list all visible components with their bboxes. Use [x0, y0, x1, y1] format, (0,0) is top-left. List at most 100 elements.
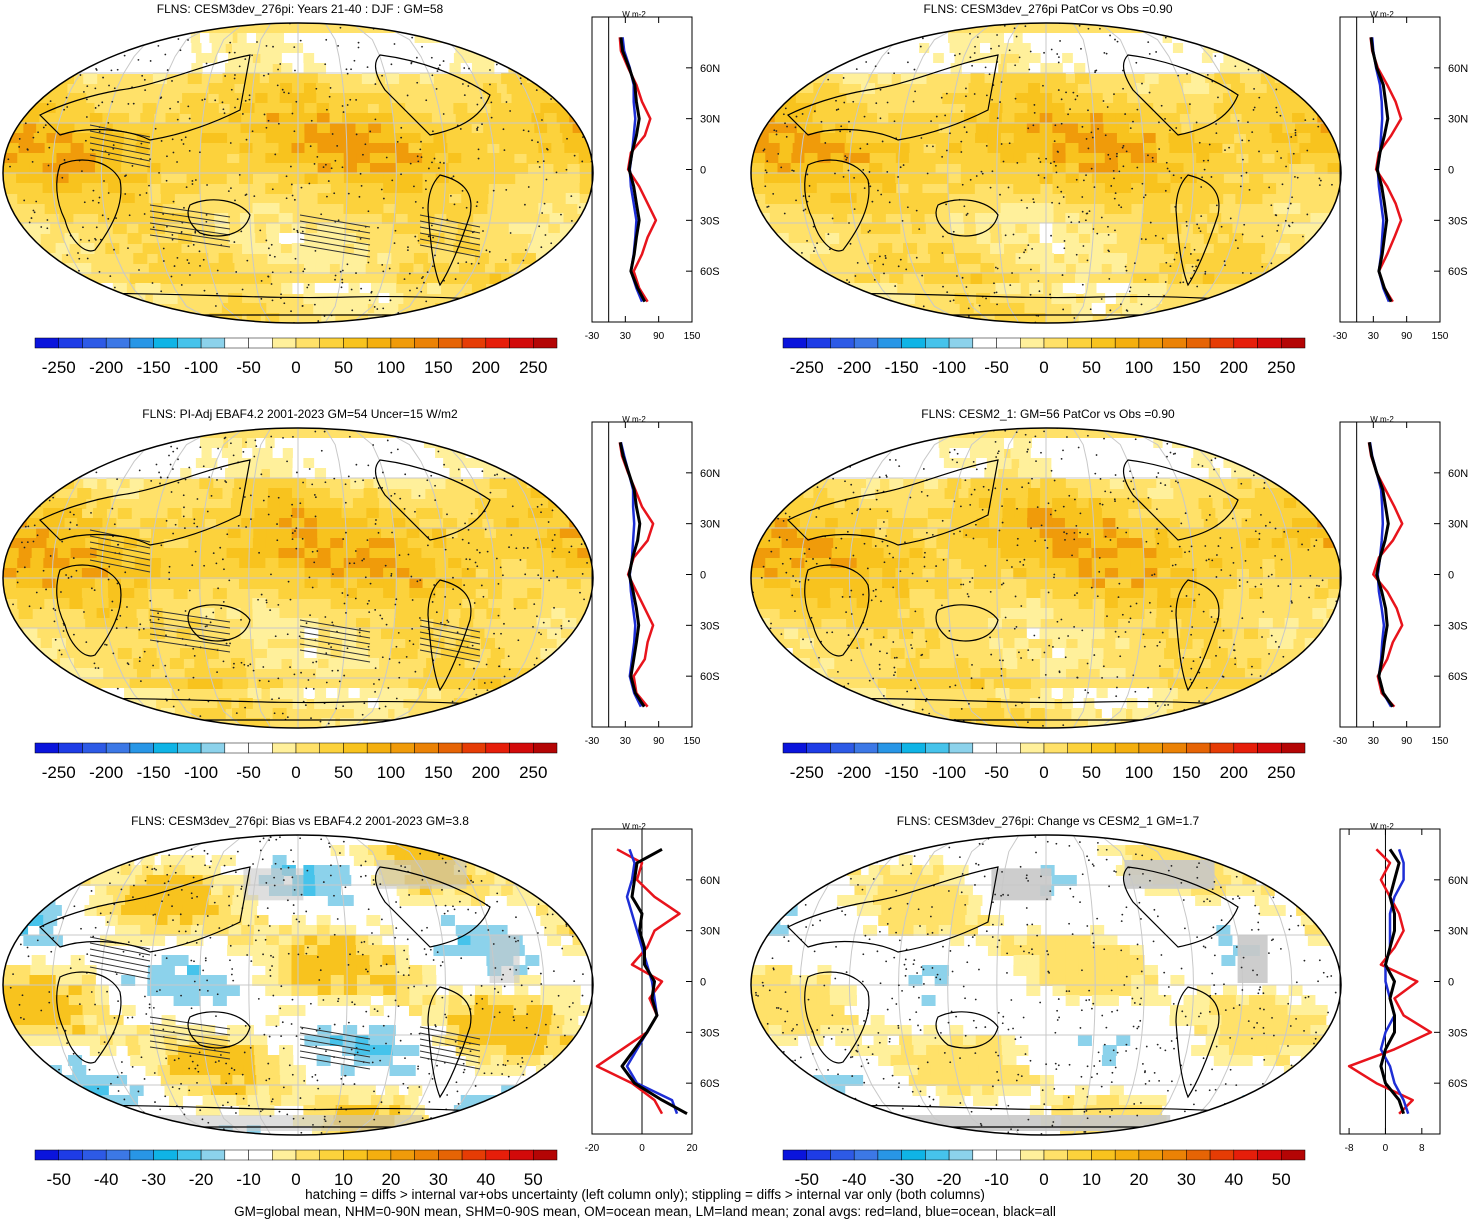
map-cell [479, 313, 494, 323]
stipple-dot [554, 633, 557, 636]
stipple-dot [157, 331, 159, 333]
map-cell [518, 518, 533, 529]
stipple-dot [556, 327, 558, 329]
map-cell [97, 438, 112, 449]
map-cell [253, 638, 268, 649]
map-cell [889, 273, 904, 284]
stipple-dot [888, 201, 891, 204]
stipple-dot [58, 330, 60, 332]
map-cell [172, 263, 187, 274]
stipple-dot [1100, 216, 1103, 219]
stipple-dot [112, 144, 115, 147]
map-cell [1126, 103, 1141, 114]
map-cell [343, 133, 358, 144]
map-cell [280, 83, 295, 94]
map-cell [135, 468, 150, 479]
stipple-dot [324, 163, 327, 166]
map-cell [908, 193, 923, 204]
stipple-dot [206, 625, 208, 627]
map-cell [239, 143, 254, 154]
stipple-dot [452, 576, 454, 579]
stipple-dot [1299, 254, 1302, 257]
map-cell [292, 283, 307, 294]
map-cell [56, 63, 71, 74]
map-cell [377, 33, 392, 44]
map-cell [1227, 313, 1242, 323]
hatch-line [419, 619, 481, 633]
stipple-dot [581, 524, 584, 527]
map-cell [368, 538, 383, 549]
colorbar-swatch [200, 337, 226, 349]
map-cell [489, 478, 504, 489]
map-cell [966, 253, 981, 264]
stipple-dot [234, 74, 236, 76]
stipple-dot [1172, 174, 1175, 177]
stipple-dot [893, 120, 896, 123]
map-cell [1153, 233, 1168, 244]
stipple-dot [387, 687, 390, 689]
map-cell [47, 498, 62, 509]
stipple-dot [477, 157, 480, 160]
stipple-dot [82, 226, 84, 229]
stipple-dot [551, 91, 553, 94]
stipple-dot [766, 160, 769, 163]
map-cell [110, 303, 125, 314]
map-cell [547, 478, 562, 489]
map-cell [528, 63, 543, 74]
stipple-dot [360, 287, 363, 290]
stipple-dot [1037, 157, 1040, 160]
map-cell [106, 33, 121, 44]
x-tick-label: 90 [653, 736, 665, 747]
map-cell [455, 113, 470, 124]
coastline [187, 604, 251, 642]
map-cell [3, 173, 17, 184]
stipple-dot [313, 673, 315, 676]
stipple-dot [382, 270, 385, 273]
stipple-dot [443, 463, 446, 466]
stipple-dot [546, 148, 549, 151]
map-cell [174, 53, 189, 64]
coastline [56, 159, 122, 252]
stipple-dot [846, 279, 848, 281]
map-cell [569, 233, 584, 244]
map-cell [1142, 303, 1157, 314]
map-cell [253, 628, 268, 639]
stipple-dot [53, 620, 56, 623]
stipple-dot [94, 237, 96, 240]
stipple-dot [201, 99, 204, 101]
stipple-dot [108, 702, 111, 705]
stipple-dot [224, 480, 227, 482]
stipple-dot [786, 290, 789, 293]
stipple-dot [1043, 176, 1046, 179]
map-cell [23, 123, 38, 134]
map-cell [265, 203, 280, 214]
stipple-dot [322, 166, 325, 169]
stipple-dot [420, 156, 423, 159]
stipple-dot [188, 149, 191, 152]
map-cell [883, 203, 898, 214]
stipple-dot [69, 521, 72, 524]
stipple-dot [334, 278, 336, 281]
map-cell [804, 53, 819, 64]
stipple-dot [172, 28, 174, 31]
map-cell [69, 448, 84, 459]
map-cell [853, 103, 868, 114]
map-cell [343, 598, 358, 609]
stipple-dot [784, 107, 787, 110]
map-cell [370, 283, 385, 294]
map-cell [1040, 43, 1055, 54]
map-cell [416, 508, 431, 519]
stipple-dot [359, 628, 361, 630]
map-cell [552, 243, 567, 254]
map-cell [356, 133, 371, 144]
stipple-dot [553, 606, 555, 609]
stipple-dot [35, 200, 38, 203]
map-cell [1141, 223, 1156, 234]
map-cell [1241, 113, 1256, 124]
stipple-dot [533, 663, 536, 666]
map-cell [1039, 133, 1054, 144]
stipple-dot [520, 23, 523, 24]
map-cell [825, 83, 840, 94]
map-cell [1013, 313, 1028, 323]
map-cell [1112, 43, 1127, 54]
